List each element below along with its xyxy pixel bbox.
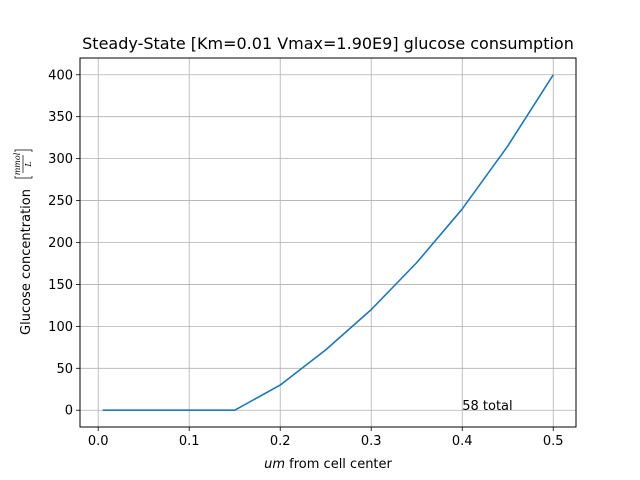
y-axis-unit-denominator: L bbox=[24, 161, 33, 167]
x-tick-label: 0.4 bbox=[452, 434, 473, 449]
y-axis-unit-brackets bbox=[14, 149, 33, 179]
y-tick-label: 0 bbox=[65, 404, 73, 419]
x-axis-label-italic: um bbox=[264, 457, 285, 472]
y-tick-label: 50 bbox=[56, 362, 73, 377]
grid-lines bbox=[80, 58, 576, 427]
x-tick-label: 0.1 bbox=[179, 434, 200, 449]
y-tick-label: 200 bbox=[48, 236, 73, 251]
chart-title: Steady-State [Km=0.01 Vmax=1.90E9] gluco… bbox=[82, 34, 574, 53]
x-axis-label-rest: from cell center bbox=[285, 457, 392, 472]
tick-layer: 0.0 0.1 0.2 0.3 0.4 0.5 0 50 100 150 200 250 300 350 4… bbox=[48, 68, 563, 449]
total-annotation: 58 total bbox=[462, 399, 512, 414]
y-tick-label: 350 bbox=[48, 110, 73, 125]
y-tick-label: 100 bbox=[48, 320, 73, 335]
y-tick-label: 400 bbox=[48, 68, 73, 83]
series-layer bbox=[102, 74, 554, 412]
y-axis-label-group: Glucose concentration mmol L bbox=[13, 149, 34, 335]
y-tick-label: 250 bbox=[48, 194, 73, 209]
y-tick-label: 150 bbox=[48, 278, 73, 293]
x-axis-label: um from cell center bbox=[264, 457, 392, 472]
y-axis-unit-numerator: mmol bbox=[13, 152, 22, 175]
y-axis-label: Glucose concentration bbox=[19, 189, 34, 335]
x-tick-label: 0.5 bbox=[543, 434, 564, 449]
x-tick-label: 0.3 bbox=[361, 434, 382, 449]
y-tick-label: 300 bbox=[48, 152, 73, 167]
x-tick-label: 0.2 bbox=[270, 434, 291, 449]
x-tick-label: 0.0 bbox=[88, 434, 109, 449]
series-line bbox=[102, 74, 554, 412]
